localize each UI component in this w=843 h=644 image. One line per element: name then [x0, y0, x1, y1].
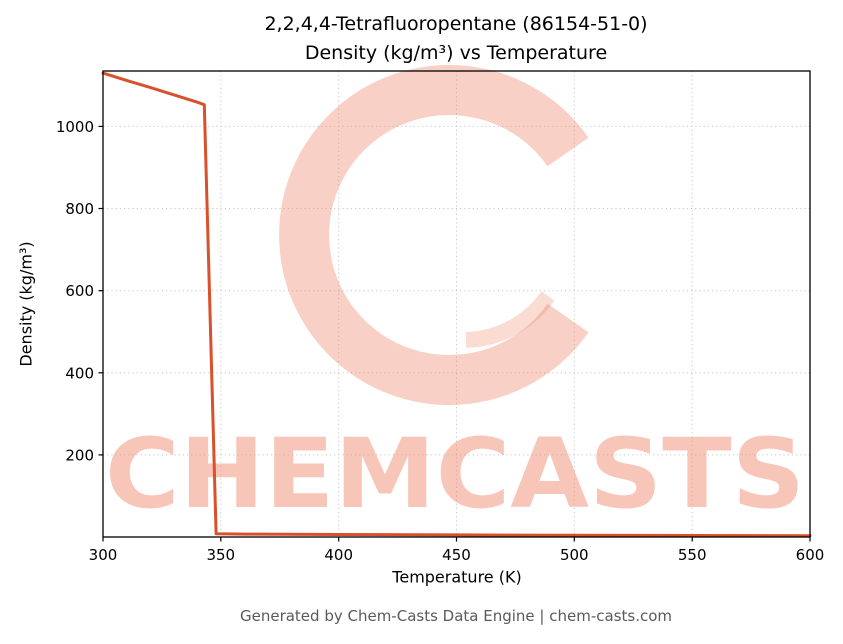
y-tick-label: 600	[65, 282, 94, 300]
chart-title: 2,2,4,4-Tetrafluoropentane (86154-51-0) …	[264, 10, 647, 68]
x-tick-label: 400	[324, 546, 353, 564]
y-tick-label: 800	[65, 200, 94, 218]
x-tick-label: 500	[560, 546, 589, 564]
chemcasts-logo-swirl-icon	[465, 291, 555, 348]
watermark-text: CHEMCASTS	[105, 418, 805, 530]
x-axis-label: Temperature (K)	[392, 567, 522, 587]
y-axis-label: Density (kg/m³)	[16, 241, 36, 367]
y-tick-label: 1000	[56, 118, 94, 136]
x-tick-label: 350	[206, 546, 235, 564]
footer-credit: Generated by Chem-Casts Data Engine | ch…	[239, 607, 673, 625]
chemcasts-watermark: CHEMCASTS	[105, 65, 805, 530]
y-tick-label: 400	[65, 364, 94, 382]
x-tick-label: 450	[442, 546, 471, 564]
chart-title-line-2: Density (kg/m³) vs Temperature	[304, 42, 608, 64]
chart-title-line-1: 2,2,4,4-Tetrafluoropentane (86154-51-0)	[264, 13, 648, 35]
x-tick-label: 300	[89, 546, 118, 564]
y-tick-label: 200	[65, 446, 94, 464]
density-line	[101, 71, 812, 538]
x-tick-label: 550	[678, 546, 707, 564]
x-tick-label: 600	[796, 546, 825, 564]
chemcasts-logo-watermark-icon	[279, 65, 589, 405]
